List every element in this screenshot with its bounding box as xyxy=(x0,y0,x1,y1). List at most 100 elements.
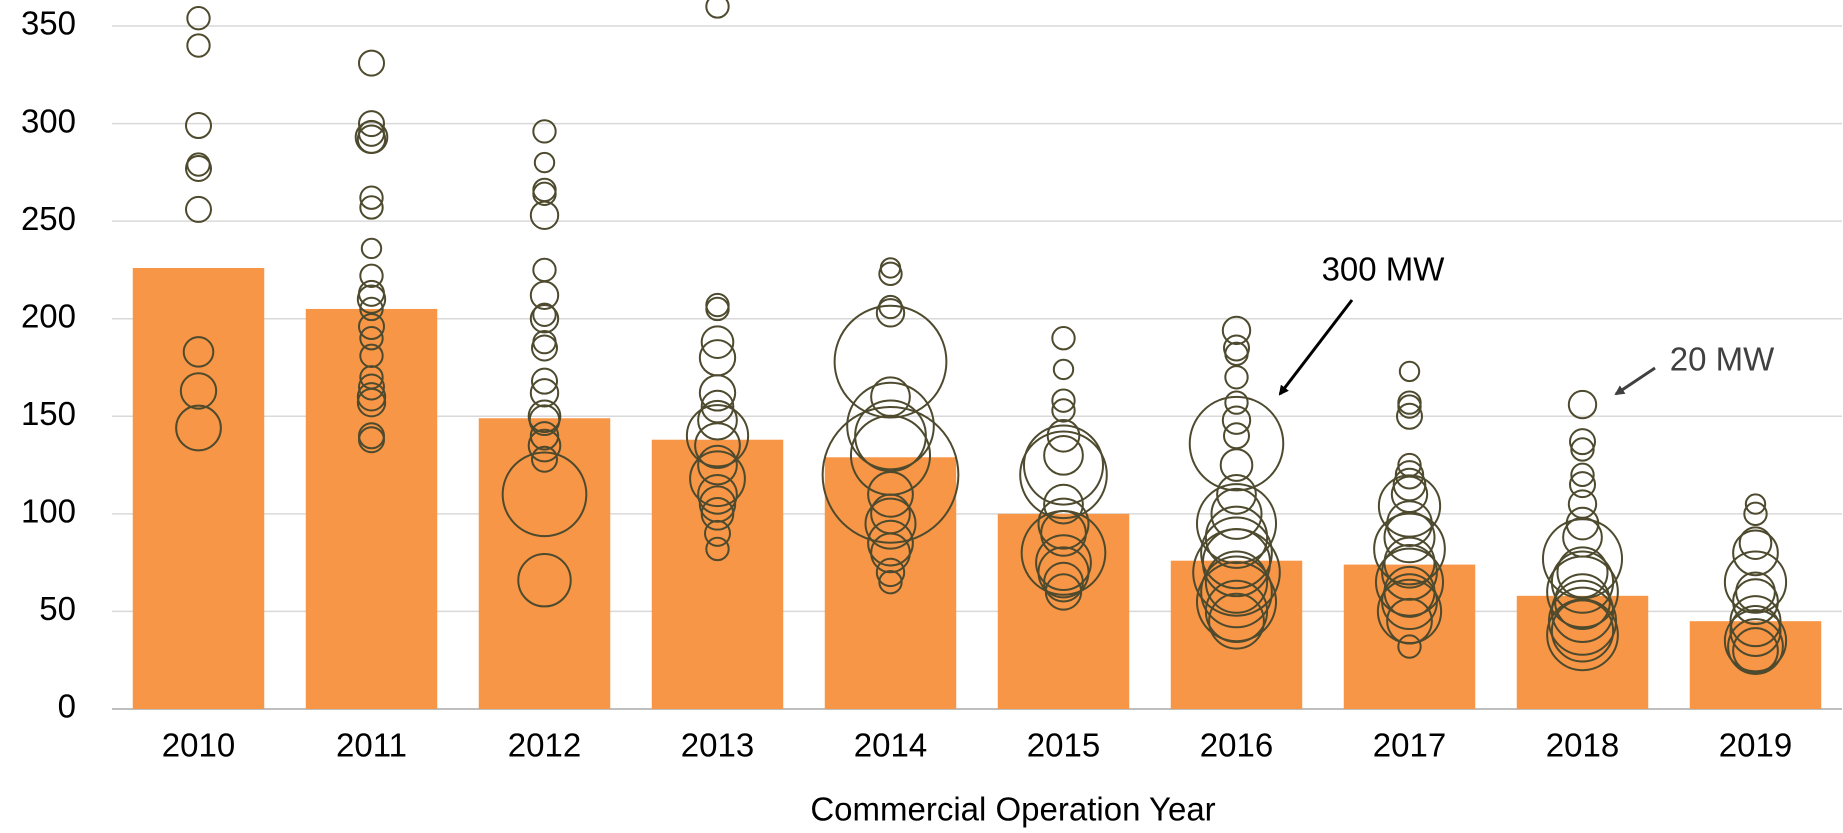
bubble xyxy=(1550,579,1615,644)
bubble xyxy=(358,110,385,138)
bubble xyxy=(846,381,935,471)
x-tick-label: 2010 xyxy=(162,727,235,764)
bubble xyxy=(685,404,750,468)
bubble xyxy=(1223,334,1250,362)
bubble xyxy=(1044,573,1083,611)
bubble xyxy=(1383,511,1436,564)
y-tick-label: 300 xyxy=(21,102,76,139)
bubble xyxy=(697,473,738,515)
bubble xyxy=(1569,428,1596,456)
bubble xyxy=(1051,398,1076,423)
bubble xyxy=(867,470,914,518)
bubble xyxy=(528,404,561,436)
bubble xyxy=(531,367,558,395)
bubble xyxy=(1019,430,1108,520)
bubble xyxy=(533,151,556,174)
bubble xyxy=(186,33,211,58)
bubble xyxy=(1398,360,1421,383)
bubble xyxy=(1394,460,1425,490)
bubble xyxy=(356,284,387,314)
bubble xyxy=(689,450,746,508)
y-tick-label: 150 xyxy=(21,395,76,432)
bubble xyxy=(517,552,572,608)
bubble xyxy=(1546,555,1619,629)
bubble xyxy=(1570,437,1595,462)
bubble xyxy=(698,374,737,412)
bubble xyxy=(532,302,557,327)
bar xyxy=(651,439,784,709)
bubble xyxy=(864,497,917,550)
bubble xyxy=(878,261,903,287)
bubble xyxy=(186,6,211,31)
bubble xyxy=(529,280,560,310)
bubble xyxy=(1373,512,1446,586)
bubble xyxy=(359,195,384,220)
bubble xyxy=(1204,579,1269,644)
bubble xyxy=(875,298,906,328)
bubble xyxy=(1188,395,1285,492)
bubble xyxy=(1208,592,1265,650)
bubble xyxy=(359,263,384,288)
y-tick-label: 50 xyxy=(39,590,76,627)
bubble xyxy=(358,49,385,77)
bar xyxy=(1343,564,1476,709)
bubble xyxy=(1043,561,1084,603)
bubble xyxy=(1037,546,1090,599)
bubble xyxy=(1386,500,1433,547)
bubble xyxy=(1541,518,1624,600)
bubble xyxy=(1192,528,1281,617)
bubble xyxy=(175,404,222,452)
bubble xyxy=(529,378,560,408)
bubble xyxy=(697,444,738,486)
bubble xyxy=(356,382,387,412)
bubble xyxy=(1221,405,1252,435)
x-tick-label: 2019 xyxy=(1719,727,1792,764)
bubble xyxy=(358,426,385,454)
bubble xyxy=(185,112,212,140)
x-axis-title: Commercial Operation Year xyxy=(810,791,1215,828)
bubble xyxy=(501,451,588,538)
bubble xyxy=(1224,390,1249,415)
bubble xyxy=(1732,627,1779,674)
bar xyxy=(305,308,438,709)
y-tick-label: 100 xyxy=(21,493,76,530)
bubble xyxy=(532,329,557,355)
bubble xyxy=(875,557,906,588)
bubble xyxy=(1374,547,1445,617)
bubble xyxy=(529,421,560,451)
bar xyxy=(132,267,265,709)
bubble xyxy=(879,257,902,279)
bubble xyxy=(1037,497,1090,550)
bubble xyxy=(1020,510,1107,596)
x-tick-label: 2018 xyxy=(1546,727,1619,764)
bubble xyxy=(1200,516,1273,590)
bubble xyxy=(1565,506,1600,541)
bubble xyxy=(360,237,383,260)
bubble xyxy=(1219,448,1254,482)
bubble xyxy=(700,325,735,359)
bubble xyxy=(705,296,730,322)
bubble xyxy=(1567,389,1598,420)
annotation: 300 MW xyxy=(1322,251,1446,288)
bubble xyxy=(358,373,385,401)
bubble xyxy=(1381,573,1438,631)
annotation: 20 MW xyxy=(1670,341,1775,378)
bubble xyxy=(527,428,562,463)
bubble xyxy=(1392,467,1427,502)
x-tick-label: 2011 xyxy=(336,727,407,764)
bubble xyxy=(1732,529,1779,577)
bubble xyxy=(1744,493,1767,515)
bubble xyxy=(1221,315,1252,346)
bubble xyxy=(1729,595,1782,648)
bubble xyxy=(1051,388,1076,413)
bubble xyxy=(1723,609,1788,673)
bubble xyxy=(1723,550,1788,614)
bubble xyxy=(704,519,731,547)
bubble xyxy=(185,195,212,223)
bubble xyxy=(531,445,558,473)
bar xyxy=(1170,560,1303,709)
bubble xyxy=(1200,555,1273,629)
bubble xyxy=(1204,550,1269,614)
bubble xyxy=(705,536,730,562)
